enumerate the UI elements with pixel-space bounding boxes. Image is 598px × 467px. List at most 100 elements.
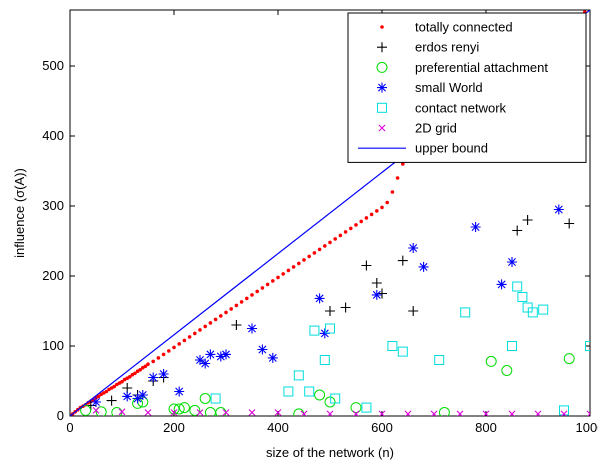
point-totally-connected <box>198 328 202 332</box>
point-erdos-renyi <box>408 306 419 316</box>
point-contact-network <box>517 292 528 302</box>
point-small-world <box>371 289 382 300</box>
point-totally-connected <box>156 356 161 360</box>
point-small-world <box>553 204 564 215</box>
point-totally-connected <box>338 233 343 238</box>
point-contact-network <box>434 355 445 365</box>
point-small-world <box>215 351 226 362</box>
point-totally-connected <box>172 345 176 350</box>
point-2d-grid <box>378 410 386 416</box>
point-small-world <box>91 397 101 407</box>
y-tick-label: 400 <box>42 128 64 143</box>
point-2d-grid <box>404 410 412 416</box>
y-tick-label: 0 <box>57 408 64 423</box>
point-preferential-attachment <box>95 406 107 416</box>
point-contact-network <box>309 325 320 336</box>
point-erdos-renyi <box>512 225 523 236</box>
legend-label: contact network <box>415 100 507 115</box>
point-small-world <box>496 279 507 290</box>
point-2d-grid <box>586 410 590 416</box>
legend-swatch <box>377 102 387 113</box>
point-totally-connected <box>302 258 306 262</box>
point-contact-network <box>512 281 523 292</box>
point-totally-connected <box>328 240 332 245</box>
point-erdos-renyi <box>106 395 117 406</box>
point-small-world <box>195 355 205 365</box>
point-preferential-attachment <box>173 403 185 415</box>
point-small-world <box>408 243 419 253</box>
point-totally-connected <box>219 314 223 318</box>
point-totally-connected <box>369 212 374 217</box>
point-totally-connected <box>323 244 327 248</box>
legend-swatch <box>377 82 387 93</box>
point-totally-connected <box>120 379 124 384</box>
point-preferential-attachment <box>293 408 305 416</box>
point-2d-grid <box>222 409 230 416</box>
point-small-world <box>137 390 148 400</box>
point-totally-connected <box>333 237 338 241</box>
point-totally-connected <box>182 338 187 343</box>
point-totally-connected <box>250 293 254 297</box>
legend: totally connected erdos renyi preferential… <box>347 12 587 163</box>
point-preferential-attachment <box>80 404 92 416</box>
point-2d-grid <box>560 410 568 416</box>
legend-item-preferential-attachment: preferential attachment <box>376 60 548 75</box>
legend-box <box>347 12 587 163</box>
legend-label: preferential attachment <box>415 60 548 75</box>
legend-item-small-world: small World <box>377 80 483 95</box>
series-preferential-attachment <box>80 353 575 416</box>
x-tick-label: 0 <box>66 420 73 435</box>
point-totally-connected <box>203 324 207 329</box>
point-totally-connected <box>208 321 213 325</box>
point-preferential-attachment <box>438 407 450 416</box>
point-small-world <box>257 344 268 355</box>
point-preferential-attachment <box>199 393 211 404</box>
point-small-world <box>470 222 481 232</box>
point-totally-connected <box>349 226 353 231</box>
series-2d-grid <box>92 407 590 416</box>
point-totally-connected <box>161 352 166 357</box>
point-2d-grid <box>274 409 282 416</box>
x-tick-label: 200 <box>163 420 185 435</box>
point-preferential-attachment <box>189 404 201 416</box>
point-totally-connected <box>146 362 150 367</box>
point-2d-grid <box>248 409 256 416</box>
y-tick-label: 500 <box>42 58 64 73</box>
point-contact-network <box>283 386 294 397</box>
point-preferential-attachment <box>563 353 575 365</box>
point-small-world <box>205 349 216 360</box>
x-tick-label: 600 <box>371 420 393 435</box>
point-contact-network <box>585 341 590 351</box>
x-tick-label: 400 <box>267 420 289 435</box>
point-totally-connected <box>312 251 317 255</box>
point-contact-network <box>210 393 221 404</box>
point-2d-grid <box>534 410 542 416</box>
point-2d-grid <box>430 410 438 416</box>
y-axis-label: influence (σ(A)) <box>12 168 27 258</box>
point-erdos-renyi <box>122 383 133 393</box>
point-small-world <box>418 261 429 272</box>
point-contact-network <box>397 346 408 357</box>
point-totally-connected <box>395 176 400 180</box>
point-small-world <box>174 386 185 397</box>
point-contact-network <box>361 402 372 413</box>
point-totally-connected <box>265 282 270 287</box>
point-totally-connected <box>112 384 116 389</box>
point-small-world <box>314 293 325 304</box>
point-totally-connected <box>104 389 109 394</box>
point-small-world <box>148 372 159 383</box>
point-small-world <box>200 358 211 369</box>
point-small-world <box>267 352 278 363</box>
point-contact-network <box>507 341 517 351</box>
point-totally-connected <box>128 375 132 379</box>
point-totally-connected <box>291 265 296 269</box>
legend-label: small World <box>415 80 483 95</box>
point-totally-connected <box>245 296 249 301</box>
point-preferential-attachment <box>168 403 180 415</box>
point-erdos-renyi <box>522 215 533 225</box>
point-contact-network <box>387 341 398 351</box>
legend-label: 2D grid <box>415 121 457 136</box>
point-totally-connected <box>317 247 322 252</box>
